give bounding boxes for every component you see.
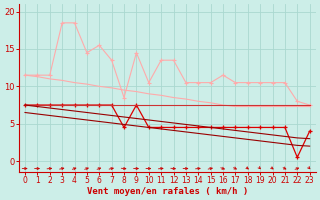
- X-axis label: Vent moyen/en rafales ( km/h ): Vent moyen/en rafales ( km/h ): [87, 187, 248, 196]
